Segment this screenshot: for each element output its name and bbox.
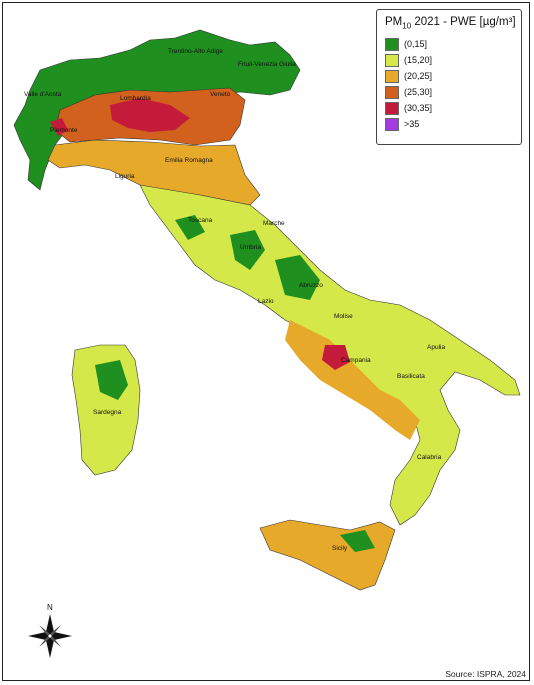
legend-item: (30,35] [385, 100, 513, 116]
legend-rows: (0,15] (15,20] (20,25] (25,30] (30,35] >35 [385, 36, 513, 132]
legend-swatch [385, 101, 399, 115]
legend-label: (15,20] [404, 55, 433, 66]
label-liguria: Liguria [115, 173, 135, 180]
legend-title: PM10 2021 - PWE [µg/m³] [385, 16, 516, 31]
piemonte-hotspot [50, 118, 68, 136]
campania-hotspot [322, 345, 350, 370]
sicily-green [340, 530, 375, 552]
label-molise: Molise [334, 313, 353, 320]
legend-swatch [385, 37, 399, 51]
compass-rose-icon [28, 614, 72, 658]
legend-swatch [385, 53, 399, 67]
legend-swatch [385, 69, 399, 83]
legend-label: (0,15] [404, 39, 428, 50]
label-toscana: Toscana [188, 217, 213, 224]
label-emilia: Emilia Romagna [165, 157, 213, 164]
label-calabria: Calabria [417, 454, 442, 461]
legend-item: >35 [385, 116, 513, 132]
apennine-green-3 [175, 215, 205, 240]
label-marche: Marche [263, 220, 285, 227]
label-puglia: Apulia [427, 344, 445, 351]
label-campania: Campania [341, 357, 371, 364]
legend: PM10 2021 - PWE [µg/m³] (0,15] (15,20] (20… [376, 9, 522, 145]
label-abruzzo: Abruzzo [299, 282, 323, 289]
label-lombardia: Lombardia [120, 95, 151, 102]
legend-swatch [385, 85, 399, 99]
label-valle-aosta: Valle d'Aosta [24, 91, 62, 98]
apennine-green-2 [275, 255, 320, 300]
sicily-area [259, 519, 396, 591]
lombardia-hotspot [110, 98, 190, 132]
south-orange-area [285, 320, 420, 440]
legend-item: (25,30] [385, 84, 513, 100]
legend-item: (15,20] [385, 52, 513, 68]
source-note: Source: ISPRA, 2024 [445, 669, 526, 679]
label-lazio: Lazio [258, 298, 274, 305]
label-umbria: Umbria [240, 244, 261, 251]
legend-label: (30,35] [404, 103, 433, 114]
sardinia-green [95, 360, 128, 400]
legend-label: (25,30] [404, 87, 433, 98]
label-sardegna: Sardegna [93, 409, 122, 416]
legend-label: >35 [404, 119, 420, 130]
label-basilicata: Basilicata [397, 373, 425, 380]
label-friuli: Friuli-Venezia Giulia [238, 61, 296, 68]
apennine-green-1 [230, 230, 265, 270]
legend-item: (20,25] [385, 68, 513, 84]
label-veneto: Veneto [210, 91, 231, 98]
label-piemonte: Piemonte [50, 127, 78, 134]
legend-label: (20,25] [404, 71, 433, 82]
legend-item: (0,15] [385, 36, 513, 52]
legend-swatch [385, 117, 399, 131]
label-sicily: Sicily [332, 545, 348, 552]
compass-north-label: N [47, 603, 53, 612]
peninsula-area [139, 184, 521, 526]
label-trentino: Trentino-Alto Adige [168, 48, 223, 55]
